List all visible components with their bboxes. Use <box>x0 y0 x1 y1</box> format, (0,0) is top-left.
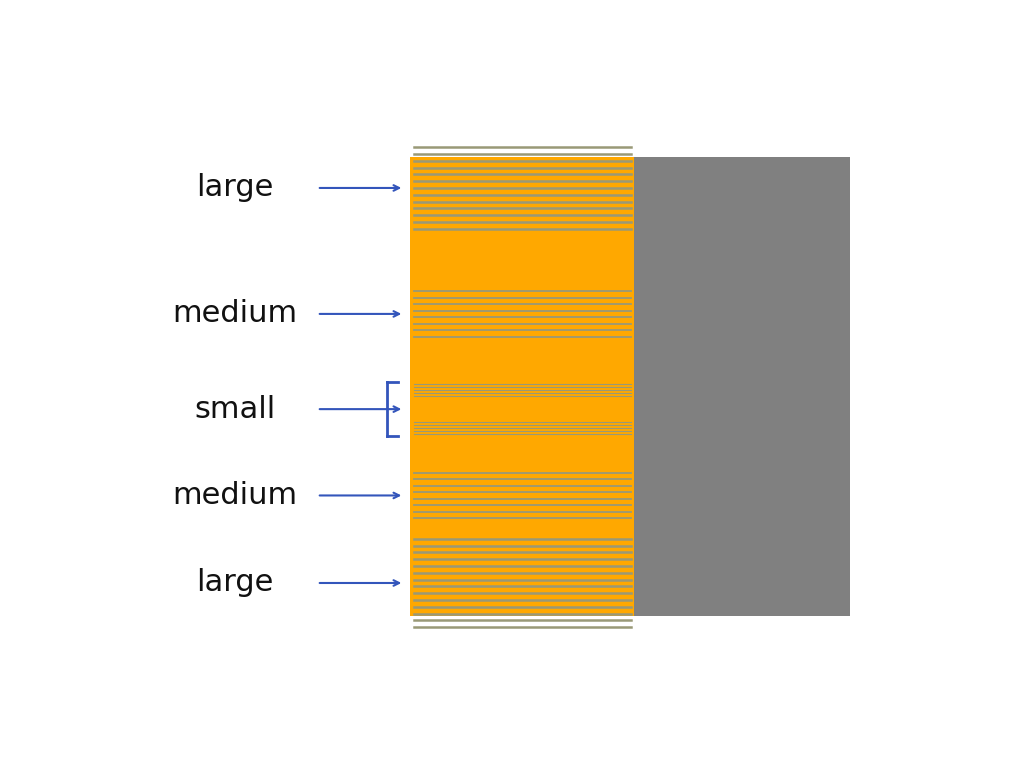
Text: large: large <box>197 174 273 203</box>
Text: small: small <box>195 395 275 424</box>
Bar <box>410 157 634 615</box>
Text: medium: medium <box>173 300 298 329</box>
Text: large: large <box>197 568 273 598</box>
Bar <box>634 157 850 615</box>
Text: medium: medium <box>173 481 298 510</box>
